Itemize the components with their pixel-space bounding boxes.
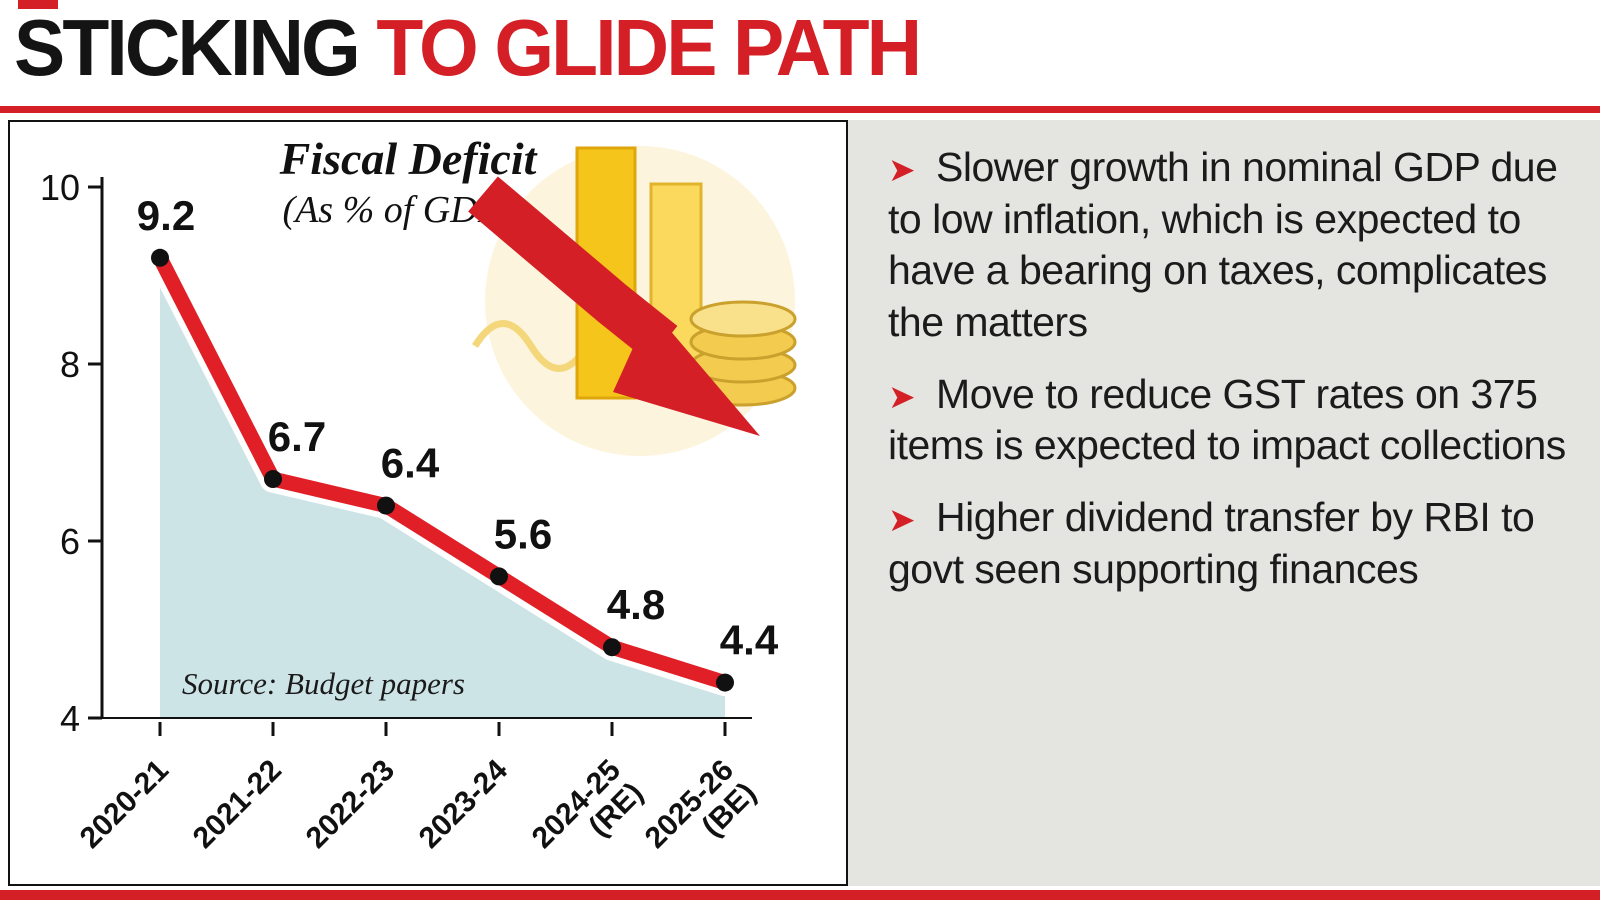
svg-text:4: 4 — [60, 698, 80, 739]
svg-text:5.6: 5.6 — [494, 510, 552, 557]
fiscal-deficit-line-chart: 4 6 8 10 2020-21 2021-22 2022-23 2023-24 2024-25… — [40, 133, 779, 878]
svg-text:Fiscal Deficit: Fiscal Deficit — [279, 133, 538, 184]
svg-text:8: 8 — [60, 344, 80, 385]
svg-text:6.7: 6.7 — [268, 413, 326, 460]
top-red-tick — [18, 0, 58, 9]
svg-text:2025-26(BE): 2025-26(BE) — [639, 754, 763, 878]
fiscal-deficit-chart-panel: 4 6 8 10 2020-21 2021-22 2022-23 2023-24 2024-25… — [8, 120, 848, 886]
headline-black: STICKING — [14, 3, 361, 92]
headline: STICKING TO GLIDE PATH — [14, 8, 957, 88]
bullet-text: Move to reduce GST rates on 375 items is… — [888, 370, 1566, 469]
svg-text:Source: Budget papers: Source: Budget papers — [182, 666, 465, 701]
svg-text:6.4: 6.4 — [381, 440, 440, 487]
svg-text:2023-24: 2023-24 — [413, 753, 514, 854]
bottom-red-bar — [0, 890, 1600, 900]
bullet-item: ➤ Higher dividend transfer by RBI to gov… — [888, 492, 1572, 595]
bullet-arrow-icon: ➤ — [888, 151, 916, 188]
declining-chart-illustration — [468, 146, 797, 456]
key-points-panel: ➤ Slower growth in nominal GDP due to lo… — [848, 120, 1600, 886]
svg-text:4.4: 4.4 — [720, 617, 779, 664]
bullet-arrow-icon: ➤ — [888, 377, 916, 415]
svg-text:4.8: 4.8 — [607, 581, 665, 628]
bullet-item: ➤ Move to reduce GST rates on 375 items … — [888, 369, 1572, 472]
svg-text:9.2: 9.2 — [137, 192, 195, 239]
svg-text:2024-25(RE): 2024-25(RE) — [526, 754, 650, 878]
page-title: STICKING TO GLIDE PATH — [14, 8, 922, 88]
declining-red-arrow-icon — [468, 176, 760, 436]
svg-text:2022-23: 2022-23 — [300, 754, 401, 855]
svg-text:10: 10 — [40, 167, 80, 208]
bullet-text: Higher dividend transfer by RBI to govt … — [888, 493, 1535, 592]
headline-red: TO GLIDE PATH — [357, 3, 922, 92]
headline-rule — [0, 106, 1600, 113]
bullet-arrow-icon: ➤ — [888, 500, 916, 538]
content: 4 6 8 10 2020-21 2021-22 2022-23 2023-24 2024-25… — [0, 120, 1600, 886]
bullet-item: ➤ Slower growth in nominal GDP due to lo… — [888, 142, 1572, 349]
svg-text:2020-21: 2020-21 — [74, 754, 175, 855]
svg-text:2021-22: 2021-22 — [187, 754, 288, 855]
svg-text:6: 6 — [60, 521, 80, 562]
bullet-text: Slower growth in nominal GDP due to low … — [888, 144, 1558, 345]
